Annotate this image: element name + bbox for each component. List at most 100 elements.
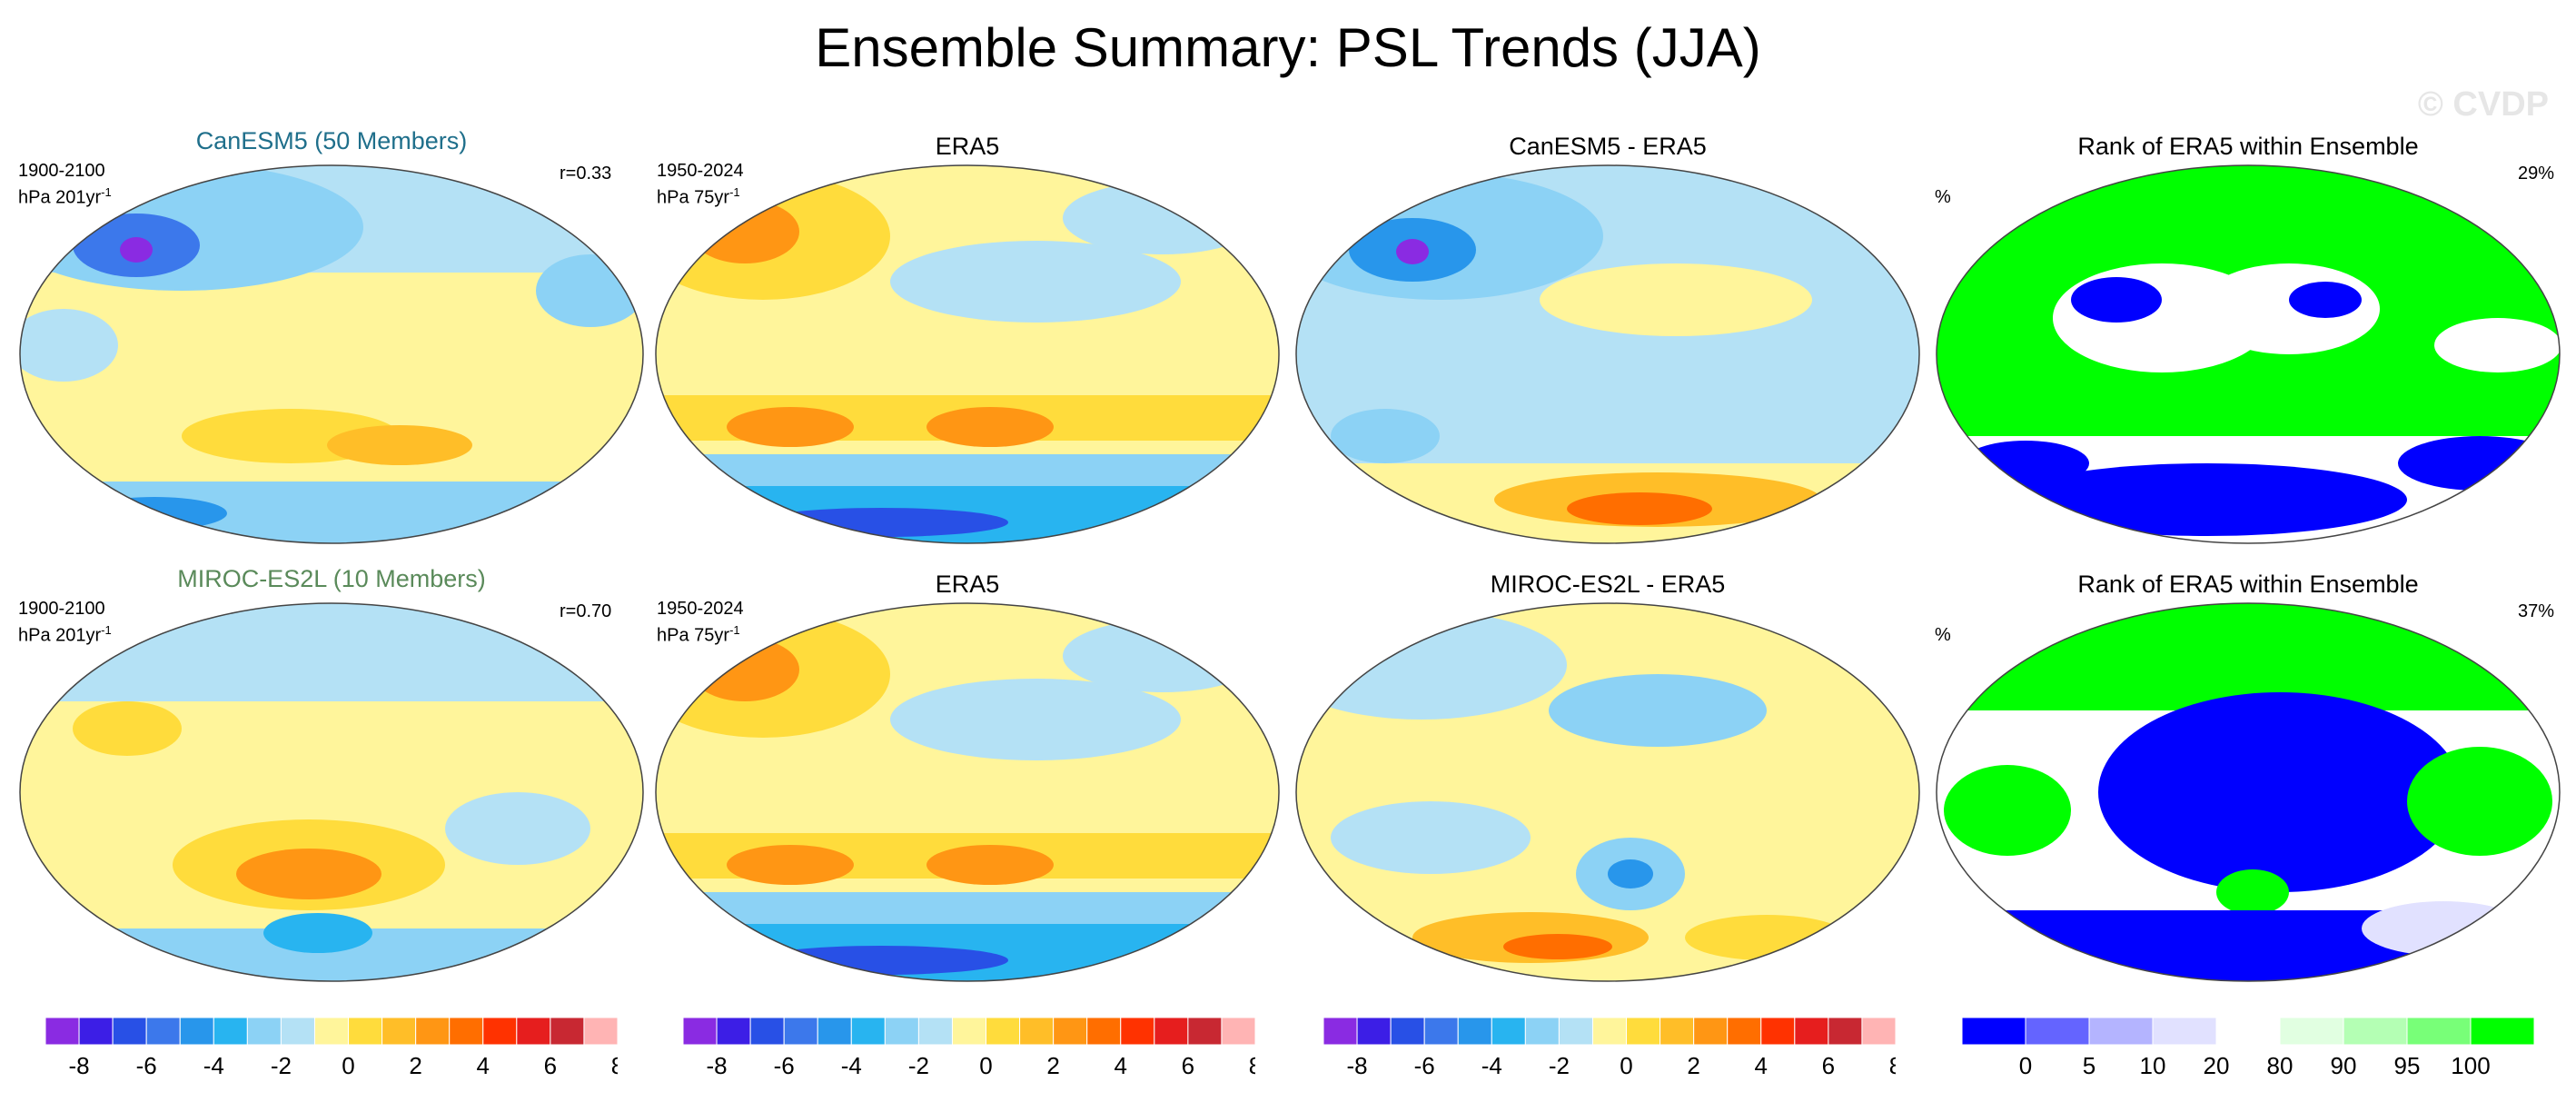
colorbar-tick-label: 5	[2083, 1052, 2095, 1079]
colorbar-swatch	[179, 1018, 214, 1046]
colorbar-swatch	[884, 1018, 919, 1046]
colorbar-tick-label: -2	[271, 1052, 292, 1079]
colorbar-swatch	[246, 1018, 282, 1046]
colorbar-swatch	[1423, 1018, 1459, 1046]
colorbar-swatch	[951, 1018, 987, 1046]
colorbar-tick-label: -4	[1481, 1052, 1502, 1079]
colorbar-tick-label: 8	[611, 1052, 618, 1079]
map-era5-trend	[655, 602, 1280, 982]
colorbar-tick-label: 6	[544, 1052, 557, 1079]
colorbar-rank: 0 5 10 20 80 90 95 100	[1962, 1018, 2534, 1079]
panel-title-era5: ERA5	[935, 133, 1000, 160]
colorbar-swatch	[749, 1018, 785, 1046]
period-label: 1900-2100	[18, 599, 105, 619]
panel-title-rank: Rank of ERA5 within Ensemble	[2077, 571, 2419, 598]
map-rank	[1936, 602, 2561, 982]
colorbar-swatch	[516, 1018, 551, 1046]
figure-title: Ensemble Summary: PSL Trends (JJA)	[815, 17, 1761, 78]
colorbar-swatch	[1626, 1018, 1661, 1046]
panel-title-era5: ERA5	[935, 571, 1000, 598]
map-model2-trend	[19, 602, 644, 982]
colorbar-swatch	[1558, 1018, 1593, 1046]
colorbar-swatch	[45, 1018, 80, 1046]
colorbar-trend-3: -8 -6 -4 -2 0 2 4 6 8	[1323, 1018, 1896, 1079]
panel-meta-era5: 1950-2024 hPa 75yr-1	[657, 598, 744, 647]
colorbar-swatch	[482, 1018, 518, 1046]
units-label: hPa 75yr-1	[657, 623, 740, 646]
colorbar-swatch	[1390, 1018, 1425, 1046]
panel-meta-model1: 1900-2100 hPa 201yr-1	[18, 160, 112, 209]
map-model1-trend	[19, 164, 644, 544]
colorbar-swatch	[917, 1018, 953, 1046]
colorbar-swatch	[1794, 1018, 1829, 1046]
colorbar-tick-label: -2	[1549, 1052, 1570, 1079]
panel-meta-era5: 1950-2024 hPa 75yr-1	[657, 160, 744, 209]
colorbar-tick-label: 95	[2394, 1052, 2421, 1079]
colorbar-tick-label: 8	[1249, 1052, 1255, 1079]
colorbar-tick-label: 6	[1822, 1052, 1835, 1079]
colorbar-swatch	[78, 1018, 114, 1046]
colorbar-tick-label: -8	[706, 1052, 727, 1079]
colorbar-tick-label: -8	[1346, 1052, 1367, 1079]
colorbar-tick-label: -4	[841, 1052, 862, 1079]
colorbar-tick-label: 4	[1755, 1052, 1768, 1079]
cvdp-watermark: © CVDP	[2417, 85, 2549, 124]
correlation-label: r=0.70	[560, 601, 612, 621]
colorbar-swatch	[1356, 1018, 1392, 1046]
map-difference-trend	[1295, 164, 1920, 544]
units-label: hPa 201yr-1	[18, 623, 112, 646]
colorbar-swatch	[583, 1018, 618, 1046]
colorbar-swatch	[683, 1018, 718, 1046]
map-rank	[1936, 164, 2561, 544]
colorbar-swatch	[716, 1018, 751, 1046]
colorbar-tick-label: -6	[774, 1052, 795, 1079]
panel-title-model1: CanESM5 (50 Members)	[195, 127, 468, 154]
colorbar-tick-label: 90	[2331, 1052, 2357, 1079]
colorbar-swatch	[1187, 1018, 1223, 1046]
colorbar-swatch	[1727, 1018, 1762, 1046]
panel-meta-model2: 1900-2100 hPa 201yr-1	[18, 598, 112, 647]
colorbar-swatch	[850, 1018, 886, 1046]
panel-title-difference: CanESM5 - ERA5	[1509, 133, 1707, 160]
colorbar-swatch	[1861, 1018, 1896, 1046]
colorbar-swatch	[817, 1018, 852, 1046]
colorbar-swatch	[1019, 1018, 1055, 1046]
period-label: 1900-2100	[18, 161, 105, 181]
map-difference-trend	[1295, 602, 1920, 982]
colorbar-swatch	[145, 1018, 181, 1046]
units-label: hPa 75yr-1	[657, 185, 740, 208]
colorbar-swatch	[112, 1018, 147, 1046]
panel-title-model2: MIROC-ES2L (10 Members)	[177, 565, 486, 592]
colorbar-swatch	[2470, 1018, 2534, 1046]
colorbar-tick-label: 80	[2267, 1052, 2294, 1079]
correlation-label: r=0.33	[560, 164, 612, 184]
colorbar-swatch	[1323, 1018, 1358, 1046]
colorbar-tick-label: 2	[1046, 1052, 1059, 1079]
colorbar-tick-label: 10	[2140, 1052, 2166, 1079]
colorbar-tick-label: 4	[477, 1052, 490, 1079]
colorbar-swatch	[986, 1018, 1021, 1046]
period-label: 1950-2024	[657, 599, 744, 619]
panel-title-difference: MIROC-ES2L - ERA5	[1490, 571, 1726, 598]
panel-title-rank: Rank of ERA5 within Ensemble	[2077, 133, 2419, 160]
colorbar-trend-1: -8 -6 -4 -2 0 2 4 6 8	[45, 1018, 618, 1079]
colorbar-tick-label: 4	[1115, 1052, 1127, 1079]
colorbar-tick-label: 2	[409, 1052, 421, 1079]
colorbar-tick-label: -6	[136, 1052, 157, 1079]
colorbar-swatch	[1120, 1018, 1155, 1046]
colorbar-swatch	[1591, 1018, 1628, 1046]
colorbar-swatch	[1760, 1018, 1796, 1046]
colorbar-swatch	[550, 1018, 585, 1046]
colorbar-swatch	[415, 1018, 451, 1046]
colorbar-swatch	[1660, 1018, 1695, 1046]
colorbar-swatch	[2406, 1018, 2472, 1046]
colorbar-swatch	[2215, 1018, 2281, 1046]
colorbar-swatch	[280, 1018, 315, 1046]
colorbar-swatch	[2088, 1018, 2154, 1046]
colorbar-swatch	[1086, 1018, 1122, 1046]
colorbar-swatch	[1828, 1018, 1863, 1046]
colorbar-tick-label: -2	[908, 1052, 929, 1079]
colorbar-swatch	[313, 1018, 350, 1046]
rank-percent-label: 37%	[2518, 601, 2555, 621]
colorbar-swatch	[213, 1018, 248, 1046]
